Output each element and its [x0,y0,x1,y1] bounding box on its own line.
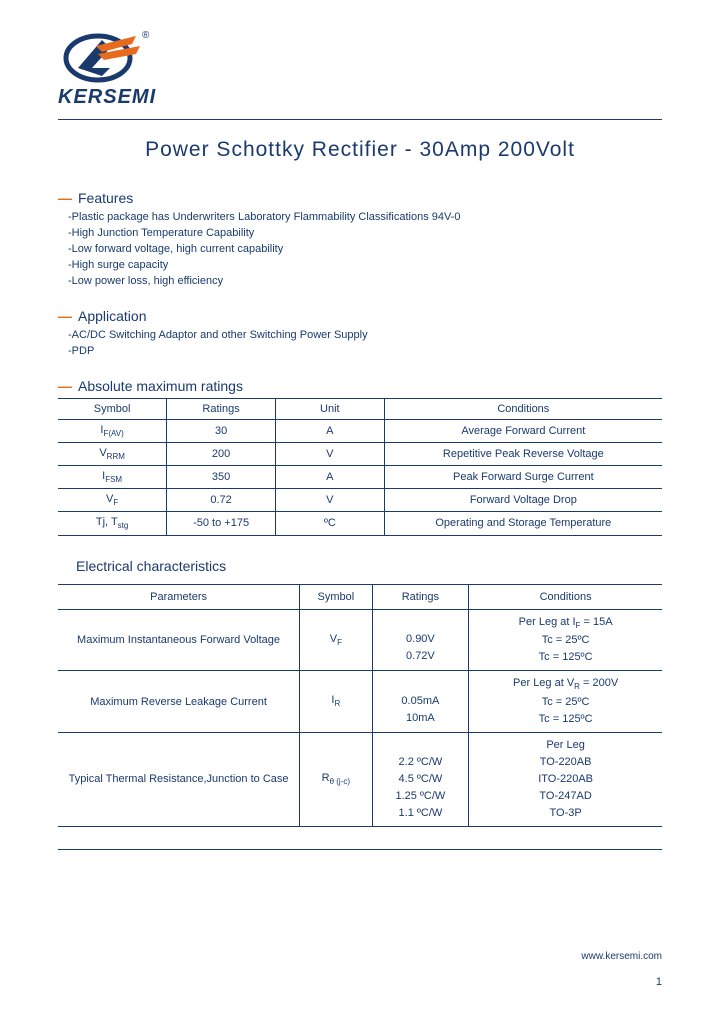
bullet-icon: — [58,308,72,324]
feature-item: Plastic package has Underwriters Laborat… [68,210,662,226]
feature-item: Low forward voltage, high current capabi… [68,242,662,258]
symbol-cell: IFSM [58,465,167,488]
table-header: Ratings [372,584,469,609]
symbol-cell: IF(AV) [58,419,167,442]
features-heading-text: Features [78,190,133,206]
symbol-cell: VF [300,609,372,671]
table-row: Tj, Tstg-50 to +175ºCOperating and Stora… [58,512,662,535]
features-list: Plastic package has Underwriters Laborat… [68,210,662,290]
table-row: IFSM350APeak Forward Surge Current [58,465,662,488]
table-header: Unit [275,398,384,419]
condition-cell: Per LegTO-220ABITO-220ABTO-247ADTO-3P [469,732,662,826]
unit-cell: ºC [275,512,384,535]
svg-text:®: ® [142,30,150,41]
bullet-icon: — [58,190,72,206]
table-row: IF(AV)30AAverage Forward Current [58,419,662,442]
table-header: Conditions [469,584,662,609]
rating-cell: 0.90V0.72V [372,609,469,671]
application-item: PDP [68,344,662,360]
rating-cell: 0.72 [167,489,276,512]
rating-cell: 0.05mA10mA [372,671,469,733]
logo-block: ® KERSEMI [58,28,662,109]
elec-heading: Electrical characteristics [76,558,662,574]
application-heading: — Application [58,308,662,324]
unit-cell: V [275,489,384,512]
rating-cell: 30 [167,419,276,442]
application-heading-text: Application [78,308,147,324]
table-row: VRRM200VRepetitive Peak Reverse Voltage [58,442,662,465]
rating-cell: -50 to +175 [167,512,276,535]
symbol-cell: Rθ (j-c) [300,732,372,826]
feature-item: High Junction Temperature Capability [68,226,662,242]
unit-cell: A [275,465,384,488]
condition-cell: Per Leg at IF = 15ATc = 25ºCTc = 125ºC [469,609,662,671]
brand-name: KERSEMI [58,86,662,109]
divider-bottom [58,849,662,850]
symbol-cell: VRRM [58,442,167,465]
features-heading: — Features [58,190,662,206]
rating-cell: 200 [167,442,276,465]
rating-cell: 2.2 ºC/W4.5 ºC/W1.25 ºC/W1.1 ºC/W [372,732,469,826]
table-header: Conditions [384,398,662,419]
application-list: AC/DC Switching Adaptor and other Switch… [68,328,662,360]
condition-cell: Repetitive Peak Reverse Voltage [384,442,662,465]
ratings-heading: — Absolute maximum ratings [58,378,662,394]
application-item: AC/DC Switching Adaptor and other Switch… [68,328,662,344]
ratings-heading-text: Absolute maximum ratings [78,378,243,394]
table-header: Symbol [300,584,372,609]
table-header: Symbol [58,398,167,419]
condition-cell: Average Forward Current [384,419,662,442]
condition-cell: Per Leg at VR = 200VTc = 25ºCTc = 125ºC [469,671,662,733]
page-number: 1 [656,976,662,988]
condition-cell: Peak Forward Surge Current [384,465,662,488]
table-row: Maximum Instantaneous Forward VoltageVF0… [58,609,662,671]
param-cell: Maximum Instantaneous Forward Voltage [58,609,300,671]
table-header: Ratings [167,398,276,419]
divider-top [58,119,662,120]
symbol-cell: IR [300,671,372,733]
param-cell: Typical Thermal Resistance,Junction to C… [58,732,300,826]
table-row: Maximum Reverse Leakage CurrentIR0.05mA1… [58,671,662,733]
table-row: Typical Thermal Resistance,Junction to C… [58,732,662,826]
rating-cell: 350 [167,465,276,488]
table-header: Parameters [58,584,300,609]
bullet-icon: — [58,378,72,394]
symbol-cell: Tj, Tstg [58,512,167,535]
brand-logo-icon: ® [58,28,158,84]
ratings-table: SymbolRatingsUnitConditionsIF(AV)30AAver… [58,398,662,536]
footer-url: www.kersemi.com [581,951,662,962]
unit-cell: A [275,419,384,442]
condition-cell: Forward Voltage Drop [384,489,662,512]
feature-item: High surge capacity [68,258,662,274]
electrical-table: ParametersSymbolRatingsConditionsMaximum… [58,584,662,828]
unit-cell: V [275,442,384,465]
condition-cell: Operating and Storage Temperature [384,512,662,535]
page-title: Power Schottky Rectifier - 30Amp 200Volt [58,138,662,162]
table-row: VF0.72VForward Voltage Drop [58,489,662,512]
feature-item: Low power loss, high efficiency [68,274,662,290]
symbol-cell: VF [58,489,167,512]
param-cell: Maximum Reverse Leakage Current [58,671,300,733]
